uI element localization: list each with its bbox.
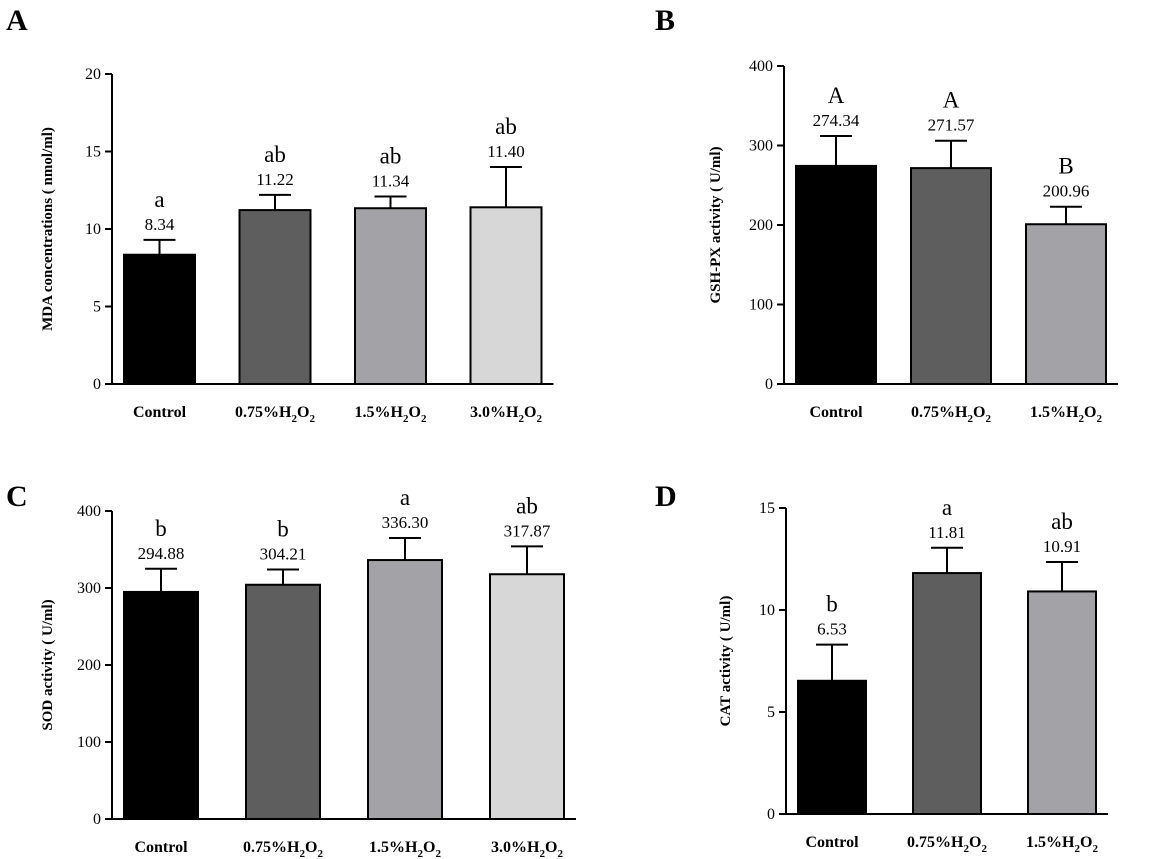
significance-label: ab xyxy=(380,143,402,168)
category-label: 3.0%H2O2 xyxy=(470,404,542,425)
y-tick-label: 0 xyxy=(93,811,101,828)
bar-1 xyxy=(795,164,877,385)
data-label: 10.91 xyxy=(1043,537,1081,556)
bar-4 xyxy=(489,573,565,821)
chart-panel-b: B GSH-PX activity ( U/ml) 0 100 200 300 400 274… xyxy=(655,4,1118,425)
category-label: Control xyxy=(134,839,188,856)
bar-2 xyxy=(238,209,312,385)
category-label: 3.0%H2O2 xyxy=(491,839,563,859)
data-label: 304.21 xyxy=(260,545,307,564)
y-tick-label: 100 xyxy=(749,297,773,314)
category-label: 0.75%H2O2 xyxy=(911,404,991,425)
category-label: 1.5%H2O2 xyxy=(1026,834,1098,855)
panel-letter: A xyxy=(6,4,28,37)
bar-3 xyxy=(354,207,427,385)
significance-label: a xyxy=(154,187,164,212)
bar-3 xyxy=(1027,590,1097,815)
significance-label: a xyxy=(400,485,410,510)
category-label: Control xyxy=(133,404,187,421)
data-label: 200.96 xyxy=(1043,182,1090,201)
y-tick-label: 0 xyxy=(767,806,775,823)
significance-label: a xyxy=(942,495,952,520)
data-label: 8.34 xyxy=(145,215,175,234)
category-label: 1.5%H2O2 xyxy=(369,839,441,859)
chart-panel-c: C SOD activity ( U/ml) 0 100 200 300 400 294.88… xyxy=(6,480,576,859)
data-label: 11.81 xyxy=(928,523,966,542)
category-label: Control xyxy=(809,404,863,421)
y-tick-label: 5 xyxy=(767,704,775,721)
data-label: 271.57 xyxy=(928,116,975,135)
significance-label: b xyxy=(155,516,167,541)
significance-label: ab xyxy=(516,493,538,518)
significance-label: B xyxy=(1058,154,1073,179)
y-tick-label: 20 xyxy=(85,66,101,83)
bar-2 xyxy=(910,167,992,385)
y-tick-label: 200 xyxy=(77,657,101,674)
data-label: 11.40 xyxy=(487,142,525,161)
category-label: 0.75%H2O2 xyxy=(235,404,315,425)
category-label: Control xyxy=(805,834,859,851)
y-tick-label: 300 xyxy=(749,138,773,155)
category-label: 1.5%H2O2 xyxy=(355,404,427,425)
y-tick-label: 10 xyxy=(85,221,101,238)
y-tick-label: 100 xyxy=(77,734,101,751)
chart-panel-a: A MDA concentrations ( nmol/ml) 0 5 10 15 20 8.… xyxy=(6,4,554,425)
data-label: 6.53 xyxy=(817,620,847,639)
bar-1 xyxy=(797,679,867,816)
data-label: 11.34 xyxy=(372,171,410,190)
data-label: 294.88 xyxy=(138,544,185,563)
y-tick-label: 200 xyxy=(749,217,773,234)
panel-letter: C xyxy=(6,480,28,513)
significance-label: ab xyxy=(495,114,517,139)
significance-label: A xyxy=(943,88,960,113)
y-tick-label: 15 xyxy=(85,144,101,161)
panel-letter: D xyxy=(655,480,677,513)
bar-4 xyxy=(469,206,543,385)
y-axis-label: CAT activity ( U/ml) xyxy=(718,596,734,727)
y-axis-label: GSH-PX activity ( U/ml) xyxy=(708,146,724,303)
bar-1 xyxy=(123,253,196,385)
category-label: 0.75%H2O2 xyxy=(243,839,323,859)
significance-label: A xyxy=(828,83,845,108)
panel-letter: B xyxy=(655,4,675,37)
data-label: 11.22 xyxy=(256,170,294,189)
y-tick-label: 5 xyxy=(93,299,101,316)
chart-panel-d: D CAT activity ( U/ml) 0 5 10 15 6.53 b Control 1… xyxy=(655,480,1108,855)
category-label: 0.75%H2O2 xyxy=(907,834,987,855)
y-tick-label: 0 xyxy=(93,376,101,393)
category-label: 1.5%H2O2 xyxy=(1030,404,1102,425)
significance-label: b xyxy=(826,592,838,617)
y-tick-label: 400 xyxy=(749,58,773,75)
bar-3 xyxy=(367,559,443,820)
bar-2 xyxy=(912,572,982,815)
bar-3 xyxy=(1025,223,1107,385)
y-axis-label: SOD activity ( U/ml) xyxy=(40,599,56,730)
y-tick-label: 15 xyxy=(759,500,775,517)
significance-label: ab xyxy=(264,142,286,167)
y-axis-label: MDA concentrations ( nmol/ml) xyxy=(40,127,56,331)
y-tick-label: 300 xyxy=(77,580,101,597)
significance-label: b xyxy=(277,517,289,542)
significance-label: ab xyxy=(1051,509,1073,534)
data-label: 336.30 xyxy=(382,513,429,532)
bar-2 xyxy=(245,583,321,820)
y-tick-label: 10 xyxy=(759,602,775,619)
data-label: 274.34 xyxy=(813,111,860,130)
y-tick-label: 400 xyxy=(77,503,101,520)
bar-1 xyxy=(123,590,199,820)
data-label: 317.87 xyxy=(504,521,551,540)
y-tick-label: 0 xyxy=(765,376,773,393)
